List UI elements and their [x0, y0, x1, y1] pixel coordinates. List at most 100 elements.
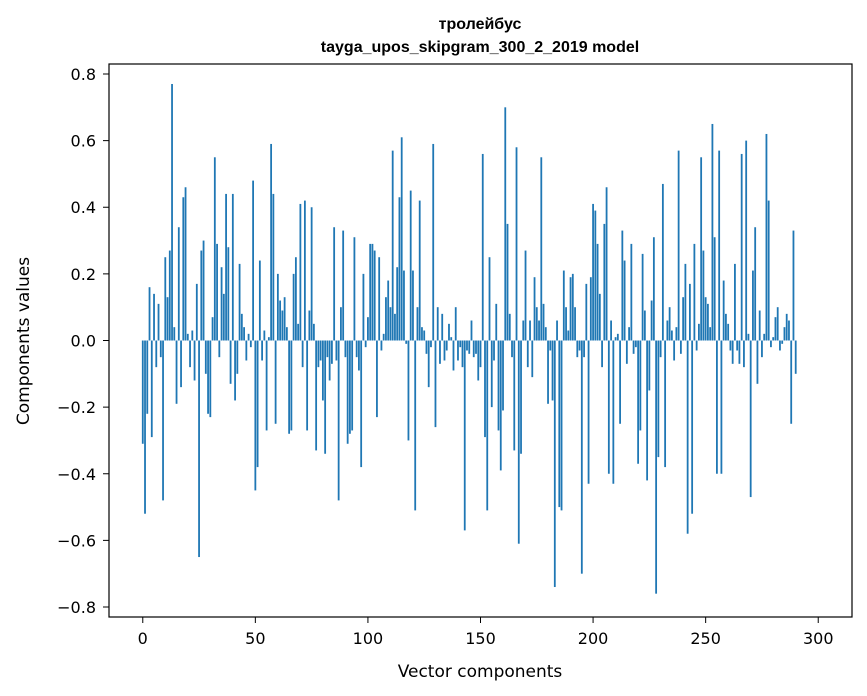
bar-215	[625, 340, 628, 364]
bar-17	[180, 340, 182, 388]
bar-118	[407, 340, 410, 441]
bar-226	[650, 300, 653, 341]
bar-147	[472, 340, 475, 358]
bar-15	[175, 340, 178, 404]
bar-145	[468, 340, 471, 354]
bar-123	[418, 200, 421, 341]
bar-247	[698, 323, 700, 341]
bar-78	[317, 340, 320, 368]
bar-191	[571, 273, 574, 341]
bar-94	[353, 237, 356, 341]
bar-173	[531, 340, 534, 378]
bar-216	[628, 327, 630, 341]
bar-66	[290, 340, 293, 431]
bar-162	[506, 223, 509, 341]
bar-183	[553, 340, 556, 588]
bar-156	[493, 340, 495, 361]
bar-170	[524, 250, 527, 341]
bar-203	[598, 293, 601, 341]
bar-277	[765, 133, 768, 341]
bar-135	[445, 340, 448, 351]
bar-157	[495, 303, 498, 341]
bar-125	[423, 330, 426, 341]
chart-title: тролейбус	[439, 16, 522, 33]
bar-256	[718, 150, 721, 341]
y-tick-label: −0.4	[57, 465, 96, 484]
bar-265	[738, 340, 741, 364]
y-tick-label: −0.8	[57, 598, 96, 617]
bar-282	[776, 307, 779, 341]
bar-182	[551, 340, 554, 401]
bar-54	[263, 330, 266, 341]
bar-169	[522, 320, 525, 341]
bar-114	[398, 197, 401, 341]
bar-196	[583, 340, 585, 358]
bar-211	[616, 333, 619, 341]
bar-249	[702, 250, 705, 341]
bar-194	[578, 340, 581, 351]
bar-5	[153, 293, 155, 341]
y-tick-label: 0.2	[71, 265, 96, 284]
bar-44	[240, 313, 243, 341]
bar-238	[677, 150, 680, 341]
bar-213	[621, 230, 624, 341]
bar-38	[227, 247, 230, 341]
bar-288	[790, 340, 793, 424]
bar-96	[358, 340, 360, 371]
bar-260	[727, 323, 730, 341]
bar-46	[245, 340, 248, 361]
bar-175	[535, 307, 538, 341]
bar-198	[587, 340, 590, 484]
bar-81	[324, 340, 327, 454]
bar-232	[664, 340, 667, 468]
bar-281	[774, 317, 777, 341]
bar-53	[261, 340, 263, 361]
bar-174	[533, 277, 536, 341]
bar-68	[294, 257, 297, 341]
bar-86	[335, 340, 338, 361]
bar-117	[405, 340, 408, 344]
bar-69	[297, 323, 300, 341]
bar-42	[236, 340, 239, 374]
bar-153	[486, 340, 489, 511]
bar-214	[623, 260, 626, 341]
bar-37	[225, 193, 227, 341]
bar-225	[648, 340, 651, 391]
bar-252	[709, 327, 712, 341]
bar-13	[171, 83, 173, 341]
bar-279	[770, 340, 772, 348]
bar-104	[376, 340, 378, 418]
bar-21	[189, 340, 191, 368]
bar-136	[448, 323, 450, 341]
bar-49	[252, 180, 254, 341]
bar-264	[736, 340, 739, 351]
bar-163	[508, 313, 511, 341]
bar-146	[470, 320, 473, 341]
bar-26	[200, 250, 203, 341]
bar-110	[389, 307, 392, 341]
bar-122	[416, 307, 419, 341]
bar-217	[630, 243, 633, 341]
bar-10	[164, 257, 167, 341]
bar-72	[303, 200, 306, 341]
bar-142	[461, 340, 464, 368]
bar-87	[337, 340, 340, 501]
bar-33	[216, 243, 218, 341]
bar-166	[515, 147, 518, 341]
bar-47	[247, 333, 250, 341]
bar-275	[761, 340, 763, 358]
bar-64	[285, 327, 288, 341]
bar-141	[459, 340, 462, 348]
bar-67	[292, 273, 295, 341]
bar-126	[425, 340, 428, 354]
bar-219	[634, 340, 637, 348]
bar-195	[580, 340, 583, 574]
bar-7	[157, 303, 160, 341]
bar-204	[601, 340, 603, 368]
bar-290	[794, 340, 797, 374]
y-tick-label: 0.4	[71, 198, 96, 217]
x-tick-label: 200	[578, 629, 609, 648]
bar-271	[752, 270, 754, 341]
bar-140	[457, 340, 459, 361]
bar-112	[394, 313, 396, 341]
